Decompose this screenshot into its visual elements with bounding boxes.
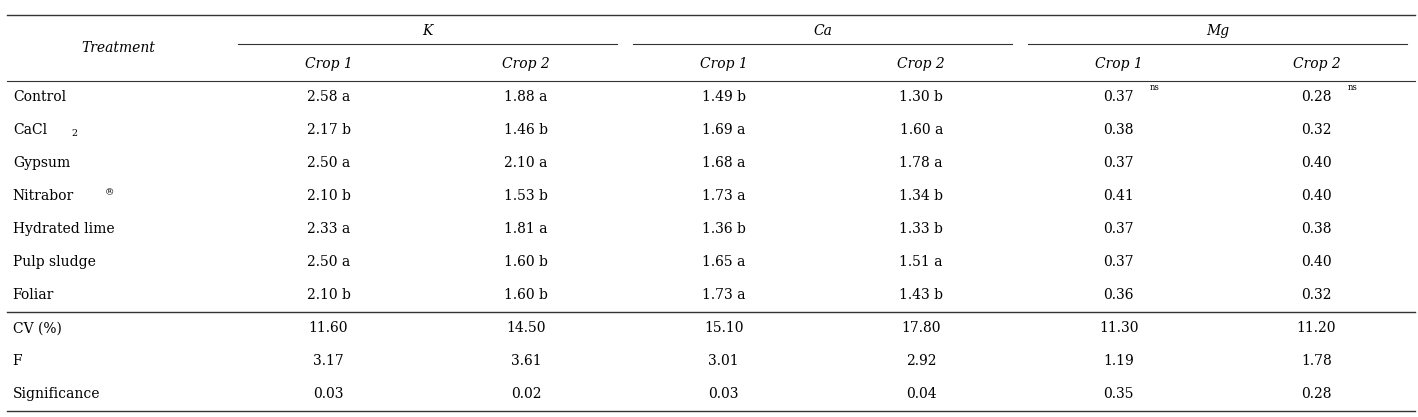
Text: Ca: Ca [813, 24, 832, 38]
Text: 1.36 b: 1.36 b [702, 222, 746, 236]
Text: 1.33 b: 1.33 b [899, 222, 943, 236]
Text: Pulp sludge: Pulp sludge [13, 255, 95, 269]
Text: 1.69 a: 1.69 a [702, 123, 746, 137]
Text: 2.10 a: 2.10 a [505, 156, 547, 170]
Text: 1.51 a: 1.51 a [899, 255, 943, 269]
Text: 0.40: 0.40 [1302, 255, 1332, 269]
Text: 1.60 b: 1.60 b [505, 255, 547, 269]
Text: 3.61: 3.61 [510, 354, 542, 368]
Text: 11.20: 11.20 [1296, 321, 1336, 335]
Text: 1.46 b: 1.46 b [503, 123, 549, 137]
Text: CaCl: CaCl [13, 123, 47, 137]
Text: 1.49 b: 1.49 b [702, 90, 746, 104]
Text: Crop 2: Crop 2 [898, 57, 946, 71]
Text: 1.19: 1.19 [1103, 354, 1134, 368]
Text: 2.10 b: 2.10 b [306, 288, 350, 302]
Text: 0.02: 0.02 [510, 387, 542, 401]
Text: 2.17 b: 2.17 b [306, 123, 350, 137]
Text: Crop 1: Crop 1 [305, 57, 353, 71]
Text: 17.80: 17.80 [902, 321, 942, 335]
Text: Significance: Significance [13, 387, 101, 401]
Text: F: F [13, 354, 23, 368]
Text: 0.38: 0.38 [1302, 222, 1332, 236]
Text: 1.30 b: 1.30 b [899, 90, 943, 104]
Text: 0.41: 0.41 [1103, 189, 1134, 203]
Text: Nitrabor: Nitrabor [13, 189, 74, 203]
Text: CV (%): CV (%) [13, 321, 61, 335]
Text: 0.03: 0.03 [709, 387, 739, 401]
Text: 0.36: 0.36 [1103, 288, 1134, 302]
Text: 15.10: 15.10 [703, 321, 743, 335]
Text: 1.78 a: 1.78 a [899, 156, 943, 170]
Text: 3.01: 3.01 [709, 354, 739, 368]
Text: 1.88 a: 1.88 a [505, 90, 547, 104]
Text: 11.30: 11.30 [1099, 321, 1139, 335]
Text: 1.78: 1.78 [1300, 354, 1332, 368]
Text: 1.73 a: 1.73 a [702, 189, 746, 203]
Text: 3.17: 3.17 [313, 354, 345, 368]
Text: ®: ® [105, 189, 115, 198]
Text: 1.73 a: 1.73 a [702, 288, 746, 302]
Text: K: K [423, 24, 432, 38]
Text: 2.92: 2.92 [906, 354, 936, 368]
Text: ns: ns [1347, 83, 1357, 93]
Text: 0.35: 0.35 [1103, 387, 1134, 401]
Text: 0.03: 0.03 [313, 387, 343, 401]
Text: 2.50 a: 2.50 a [306, 255, 350, 269]
Text: 0.28: 0.28 [1302, 90, 1332, 104]
Text: 2.50 a: 2.50 a [306, 156, 350, 170]
Text: 0.37: 0.37 [1103, 255, 1134, 269]
Text: Foliar: Foliar [13, 288, 54, 302]
Text: 2.10 b: 2.10 b [306, 189, 350, 203]
Text: ns: ns [1150, 83, 1160, 93]
Text: 0.37: 0.37 [1103, 90, 1134, 104]
Text: Crop 2: Crop 2 [502, 57, 550, 71]
Text: 0.40: 0.40 [1302, 189, 1332, 203]
Text: Control: Control [13, 90, 65, 104]
Text: Gypsum: Gypsum [13, 156, 69, 170]
Text: 1.68 a: 1.68 a [702, 156, 746, 170]
Text: 1.81 a: 1.81 a [505, 222, 547, 236]
Text: 1.43 b: 1.43 b [899, 288, 943, 302]
Text: Hydrated lime: Hydrated lime [13, 222, 115, 236]
Text: 0.28: 0.28 [1302, 387, 1332, 401]
Text: Crop 2: Crop 2 [1292, 57, 1340, 71]
Text: 0.04: 0.04 [906, 387, 936, 401]
Text: 0.32: 0.32 [1302, 123, 1332, 137]
Text: 1.60 b: 1.60 b [505, 288, 547, 302]
Text: 0.38: 0.38 [1103, 123, 1134, 137]
Text: 0.40: 0.40 [1302, 156, 1332, 170]
Text: 0.37: 0.37 [1103, 222, 1134, 236]
Text: 11.60: 11.60 [309, 321, 349, 335]
Text: 1.65 a: 1.65 a [702, 255, 746, 269]
Text: 0.32: 0.32 [1302, 288, 1332, 302]
Text: Mg: Mg [1207, 24, 1229, 38]
Text: Crop 1: Crop 1 [699, 57, 747, 71]
Text: 2.33 a: 2.33 a [306, 222, 350, 236]
Text: 0.37: 0.37 [1103, 156, 1134, 170]
Text: 14.50: 14.50 [506, 321, 546, 335]
Text: 2.58 a: 2.58 a [306, 90, 350, 104]
Text: 1.34 b: 1.34 b [899, 189, 943, 203]
Text: Crop 1: Crop 1 [1095, 57, 1143, 71]
Text: Treatment: Treatment [81, 40, 156, 55]
Text: 1.60 a: 1.60 a [899, 123, 943, 137]
Text: 2: 2 [71, 128, 77, 138]
Text: 1.53 b: 1.53 b [505, 189, 547, 203]
